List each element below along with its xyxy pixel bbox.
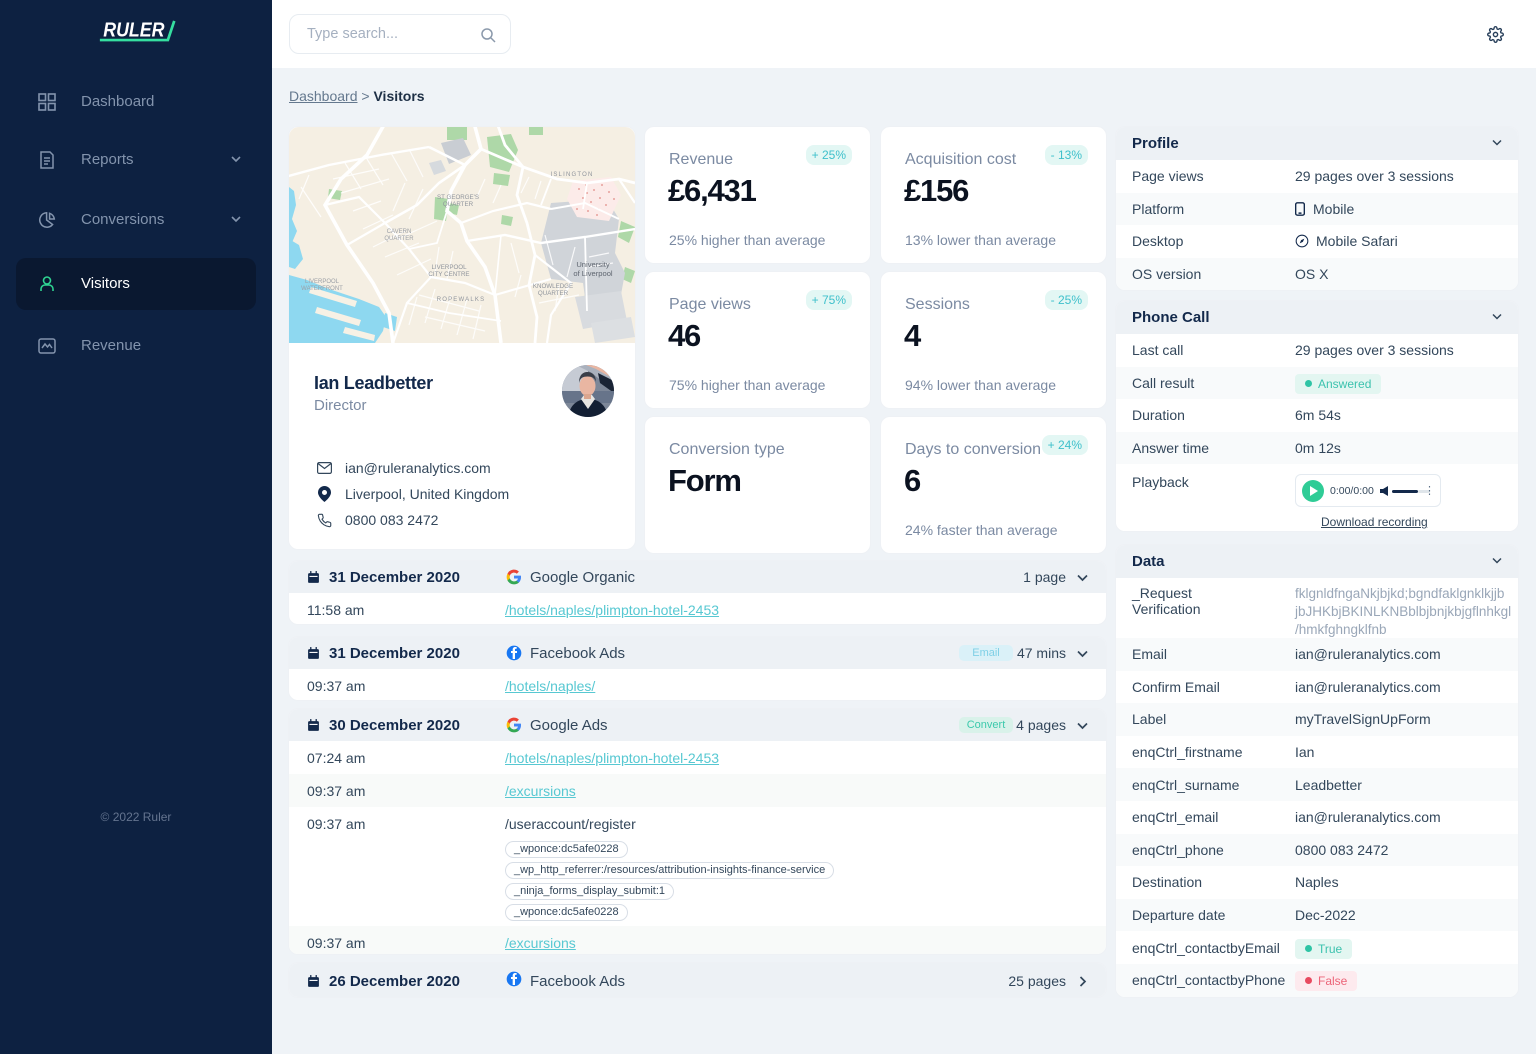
svg-text:LIVERPOOL: LIVERPOOL [305,279,340,285]
svg-text:ISLINGTON: ISLINGTON [550,172,593,178]
svg-text:KNOWLEDGE: KNOWLEDGE [533,283,573,290]
svg-text:ST GEORGE'S: ST GEORGE'S [437,194,479,201]
svg-text:CITY CENTRE: CITY CENTRE [428,271,469,278]
svg-text:CAVERN: CAVERN [387,229,412,235]
svg-text:QUARTER: QUARTER [538,290,569,297]
svg-text:LIVERPOOL: LIVERPOOL [431,264,467,271]
svg-text:University: University [576,260,610,269]
svg-text:of Liverpool: of Liverpool [573,269,613,278]
svg-text:ROPEWALKS: ROPEWALKS [437,297,486,303]
svg-text:WATERFRONT: WATERFRONT [301,286,343,292]
svg-text:RULER: RULER [103,19,164,41]
svg-text:QUARTER: QUARTER [384,236,414,242]
svg-text:QUARTER: QUARTER [443,201,474,208]
